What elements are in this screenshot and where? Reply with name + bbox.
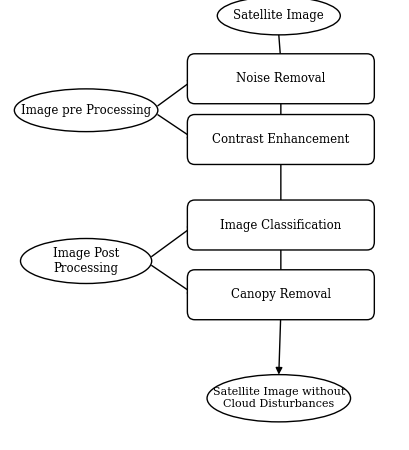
Text: Satellite Image: Satellite Image — [233, 9, 324, 22]
Text: Image pre Processing: Image pre Processing — [21, 104, 151, 117]
FancyBboxPatch shape — [187, 54, 373, 104]
Text: Image Post
Processing: Image Post Processing — [53, 247, 119, 275]
Ellipse shape — [217, 0, 339, 35]
Ellipse shape — [14, 89, 157, 131]
Ellipse shape — [207, 374, 350, 422]
FancyBboxPatch shape — [187, 270, 373, 320]
Text: Noise Removal: Noise Removal — [236, 72, 325, 85]
FancyBboxPatch shape — [187, 200, 373, 250]
Text: Image Classification: Image Classification — [220, 219, 341, 231]
FancyBboxPatch shape — [187, 115, 373, 165]
Text: Satellite Image without
Cloud Disturbances: Satellite Image without Cloud Disturbanc… — [212, 387, 344, 409]
Text: Canopy Removal: Canopy Removal — [230, 288, 330, 301]
Ellipse shape — [20, 238, 151, 284]
Text: Contrast Enhancement: Contrast Enhancement — [212, 133, 348, 146]
